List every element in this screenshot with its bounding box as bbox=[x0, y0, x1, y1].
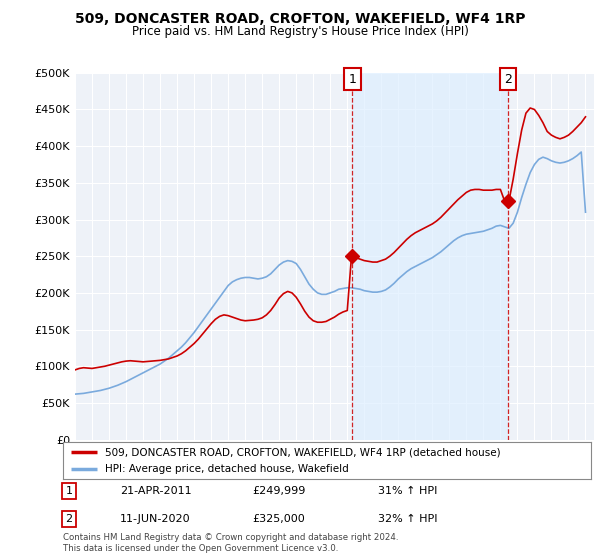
Text: 32% ↑ HPI: 32% ↑ HPI bbox=[378, 514, 437, 524]
Text: HPI: Average price, detached house, Wakefield: HPI: Average price, detached house, Wake… bbox=[105, 464, 349, 474]
Text: 11-JUN-2020: 11-JUN-2020 bbox=[120, 514, 191, 524]
Text: £249,999: £249,999 bbox=[252, 486, 305, 496]
Text: Price paid vs. HM Land Registry's House Price Index (HPI): Price paid vs. HM Land Registry's House … bbox=[131, 25, 469, 38]
Text: 1: 1 bbox=[65, 486, 73, 496]
Text: 21-APR-2011: 21-APR-2011 bbox=[120, 486, 191, 496]
Text: 2: 2 bbox=[65, 514, 73, 524]
Text: 2: 2 bbox=[504, 73, 512, 86]
Bar bbox=[352, 73, 508, 440]
Text: Contains HM Land Registry data © Crown copyright and database right 2024.
This d: Contains HM Land Registry data © Crown c… bbox=[63, 533, 398, 553]
Text: 509, DONCASTER ROAD, CROFTON, WAKEFIELD, WF4 1RP (detached house): 509, DONCASTER ROAD, CROFTON, WAKEFIELD,… bbox=[105, 447, 501, 457]
Text: 1: 1 bbox=[349, 73, 356, 86]
Text: 31% ↑ HPI: 31% ↑ HPI bbox=[378, 486, 437, 496]
Text: £325,000: £325,000 bbox=[252, 514, 305, 524]
Text: 509, DONCASTER ROAD, CROFTON, WAKEFIELD, WF4 1RP: 509, DONCASTER ROAD, CROFTON, WAKEFIELD,… bbox=[75, 12, 525, 26]
